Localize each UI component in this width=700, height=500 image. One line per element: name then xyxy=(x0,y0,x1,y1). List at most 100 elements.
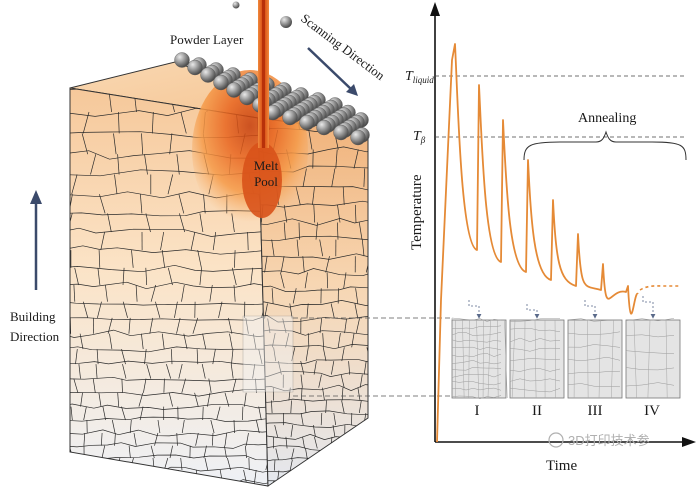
grain-boundary xyxy=(300,374,303,388)
grain-boundary xyxy=(320,481,322,486)
grain-boundary xyxy=(361,425,365,437)
grain-boundary xyxy=(331,168,336,187)
grain-boundary xyxy=(258,300,368,308)
grain-boundary xyxy=(146,364,152,379)
grain-boundary xyxy=(304,272,308,289)
grain-boundary xyxy=(161,250,166,268)
grain-boundary xyxy=(166,364,172,379)
build-block xyxy=(60,61,377,500)
grain-boundary xyxy=(183,333,188,350)
panel-leader-arrow xyxy=(642,296,656,319)
grain-boundary xyxy=(228,317,233,334)
grain-boundary xyxy=(312,186,315,205)
grain-boundary xyxy=(99,469,104,482)
grain-boundary xyxy=(341,387,344,401)
grain-boundary xyxy=(252,364,256,379)
grain-boundary xyxy=(75,349,78,365)
grain-boundary xyxy=(308,129,313,150)
grain-boundary xyxy=(90,154,97,175)
grain-boundary xyxy=(101,445,106,459)
watermark-text: 3D打印技术参 xyxy=(568,433,650,448)
grain-boundary xyxy=(70,213,73,233)
grain-boundary xyxy=(254,469,257,482)
temperature-curve xyxy=(436,43,639,443)
grain-boundary xyxy=(109,333,113,350)
grain-boundary xyxy=(233,284,236,302)
grain-boundary xyxy=(273,459,276,471)
grain-boundary xyxy=(132,493,134,500)
grain-boundary xyxy=(65,433,68,446)
grain-boundary xyxy=(105,457,108,471)
grain-boundary xyxy=(195,469,197,482)
grain-boundary xyxy=(180,457,183,471)
grain-boundary xyxy=(80,392,83,407)
microstructure-panels xyxy=(451,296,681,399)
stage-label-ii: II xyxy=(532,403,542,419)
grain-boundary xyxy=(331,361,335,375)
grain-boundary xyxy=(122,301,128,318)
grain-boundary xyxy=(105,284,108,302)
grain-boundary xyxy=(229,333,233,350)
grain-boundary xyxy=(336,492,338,500)
grain-boundary xyxy=(167,174,174,195)
grain-boundary xyxy=(199,267,202,286)
grain-boundary xyxy=(111,419,116,434)
grain-boundary xyxy=(307,333,310,348)
grain-boundary xyxy=(280,272,285,289)
grain-boundary xyxy=(126,469,129,482)
grain-boundary xyxy=(196,481,199,486)
grain-boundary xyxy=(353,448,355,460)
grain-boundary xyxy=(181,419,185,434)
grain-boundary xyxy=(150,445,155,459)
grain-boundary xyxy=(255,419,260,434)
grain-boundary xyxy=(207,392,211,407)
grain-boundary xyxy=(70,191,268,199)
grain-boundary xyxy=(70,406,73,421)
grain-boundary xyxy=(290,400,292,414)
grain-boundary xyxy=(190,231,196,251)
scanning-direction-label: Scanning Direction xyxy=(298,10,388,83)
grain-boundary xyxy=(271,400,273,414)
grain-boundary xyxy=(291,448,295,460)
grain-boundary xyxy=(117,154,120,175)
grain-boundary xyxy=(210,419,215,434)
grain-boundary xyxy=(79,333,84,350)
grain-boundary xyxy=(100,231,105,251)
grain-boundary xyxy=(157,469,160,482)
grain-boundary xyxy=(159,481,163,486)
grain-boundary xyxy=(82,301,89,318)
grain-boundary xyxy=(176,317,181,334)
grain-boundary xyxy=(118,111,120,134)
micrograph-panel xyxy=(451,317,508,399)
grain-boundary xyxy=(148,493,149,500)
grain-boundary xyxy=(340,459,344,471)
watermark: 3D打印技术参 xyxy=(548,432,650,448)
grain-boundary xyxy=(76,493,78,500)
grain-boundary xyxy=(70,442,268,449)
grain-boundary xyxy=(233,419,235,434)
grain-boundary xyxy=(355,318,360,334)
grain-boundary xyxy=(199,213,204,233)
grain-boundary xyxy=(73,284,76,302)
grain-boundary xyxy=(131,250,134,268)
grain-boundary xyxy=(326,272,329,289)
grain-boundary xyxy=(119,493,121,500)
grain-boundary xyxy=(60,490,293,495)
grain-boundary xyxy=(100,481,104,486)
grain-boundary xyxy=(361,239,365,257)
panel-leader-arrow xyxy=(526,304,540,319)
grain-boundary xyxy=(70,346,268,353)
grain-boundary xyxy=(70,194,73,214)
melt-label: Melt xyxy=(254,158,279,173)
grain-boundary xyxy=(63,154,69,174)
grain-boundary xyxy=(349,459,353,471)
grain-boundary xyxy=(70,281,268,290)
grain-boundary xyxy=(271,288,274,304)
grain-boundary xyxy=(375,460,377,471)
grain-boundary xyxy=(320,412,323,426)
grain-boundary xyxy=(98,250,101,268)
grain-boundary xyxy=(242,406,244,421)
grain-boundary xyxy=(258,410,368,416)
grain-boundary xyxy=(97,267,101,286)
